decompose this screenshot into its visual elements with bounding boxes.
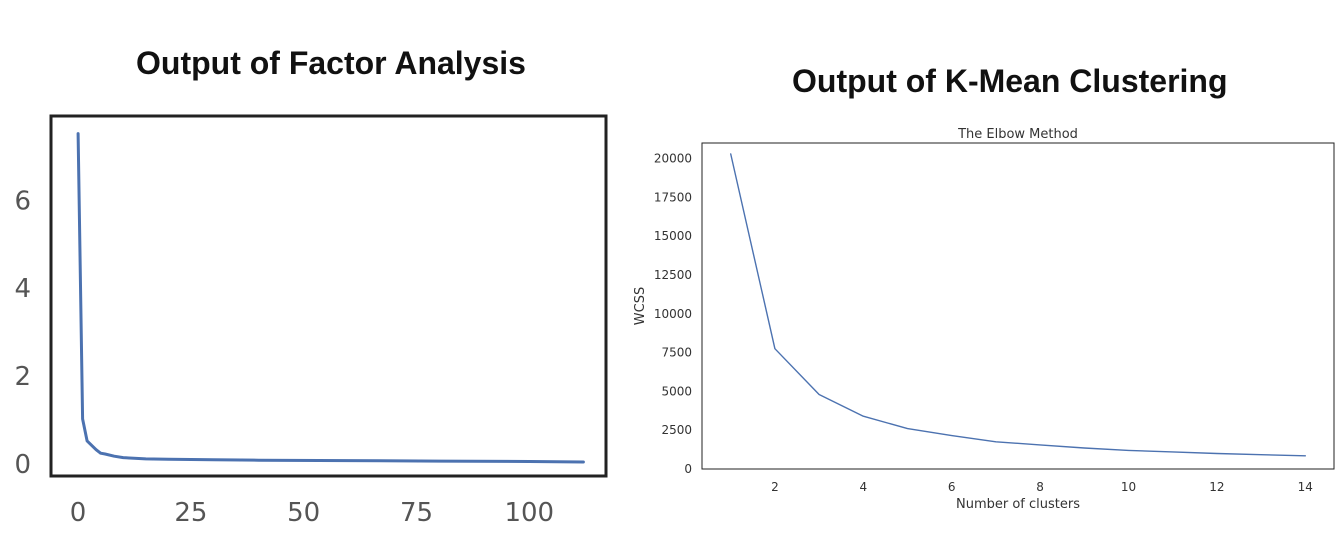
- x-tick-label: 8: [1036, 480, 1044, 494]
- x-tick-label: 14: [1298, 480, 1313, 494]
- x-axis-label: Number of clusters: [956, 497, 1080, 512]
- y-tick-label: 2: [14, 362, 31, 392]
- x-tick-label: 50: [287, 498, 320, 528]
- y-tick-label: 0: [684, 462, 692, 476]
- y-tick-label: 17500: [654, 190, 692, 204]
- x-tick-label: 0: [70, 498, 87, 528]
- y-axis-label: WCSS: [633, 287, 648, 325]
- x-tick-label: 12: [1209, 480, 1224, 494]
- x-tick-label: 4: [859, 480, 867, 494]
- plot-frame: [701, 142, 1335, 470]
- y-tick-label: 0: [14, 450, 31, 480]
- y-tick-label: 5000: [661, 384, 692, 398]
- plot-frame: [49, 114, 608, 478]
- y-tick-label: 10000: [654, 307, 692, 321]
- x-tick-label: 2: [771, 480, 779, 494]
- series-line-0: [730, 153, 1307, 457]
- y-tick-label: 7500: [661, 346, 692, 360]
- y-tick-label: 20000: [654, 152, 692, 166]
- x-tick-label: 6: [948, 480, 956, 494]
- y-tick-label: 4: [14, 274, 31, 304]
- factor-analysis-heading: Output of Factor Analysis: [136, 45, 526, 81]
- y-tick-label: 15000: [654, 229, 692, 243]
- series-line-0: [76, 132, 585, 464]
- x-tick-label: 10: [1121, 480, 1136, 494]
- x-tick-label: 25: [174, 498, 207, 528]
- y-tick-label: 12500: [654, 268, 692, 282]
- x-tick-label: 100: [504, 498, 554, 528]
- kmeans-heading: Output of K-Mean Clustering: [792, 63, 1228, 99]
- chart-title: The Elbow Method: [957, 127, 1078, 142]
- y-tick-label: 2500: [661, 423, 692, 437]
- x-tick-label: 75: [400, 498, 433, 528]
- y-tick-label: 6: [14, 186, 31, 216]
